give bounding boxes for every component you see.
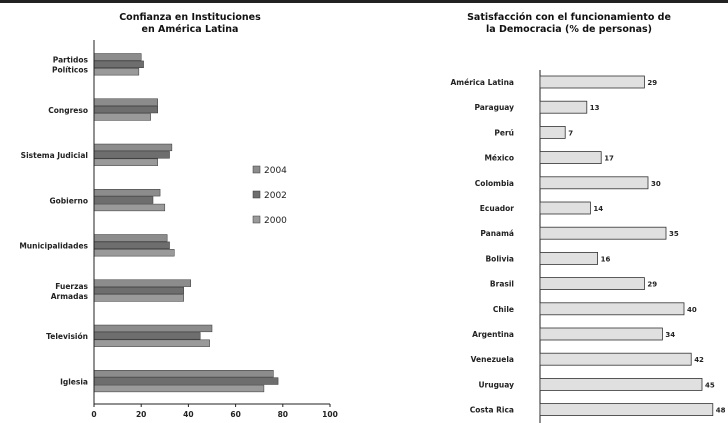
legend-label-2000: 2000	[264, 216, 287, 226]
x-tick-label-5: 100	[322, 410, 338, 419]
bar-2000-0	[93, 68, 140, 76]
bar-2000-4	[93, 249, 175, 257]
category-label-3: Gobierno	[49, 196, 88, 205]
bar-2	[539, 126, 566, 139]
legend-swatch-2002	[252, 190, 261, 199]
bar-2004-0	[93, 53, 142, 61]
bar-2004-1	[93, 98, 158, 106]
x-tick-label-2: 40	[183, 410, 193, 419]
bar-12	[539, 377, 703, 391]
bar-2004-3	[93, 189, 161, 197]
x-tick-label-3: 60	[230, 410, 240, 419]
bar-2000-7	[93, 384, 265, 393]
category-label-0: Partidos Políticos	[52, 56, 89, 75]
bar-2002-4	[93, 241, 170, 249]
institutions-bar-chart: Partidos Políticos Congreso Sistema Judicia…	[19, 40, 338, 419]
value-label-8: 29	[647, 281, 657, 289]
bar-2004-6	[93, 324, 213, 333]
x-tick-label-1: 20	[136, 410, 146, 419]
value-label-1: 13	[590, 104, 600, 112]
category-label-4: Colombia	[475, 179, 514, 188]
x-tick-label-0: 0	[91, 410, 96, 419]
value-label-10: 34	[665, 331, 675, 339]
bar-7	[539, 251, 598, 265]
value-label-5: 14	[593, 205, 603, 213]
category-label-5: Ecuador	[480, 204, 514, 213]
category-label-9: Chile	[493, 305, 514, 314]
category-label-8: Brasil	[490, 280, 514, 289]
category-label-12: Uruguay	[478, 380, 514, 389]
bar-2004-7	[93, 370, 274, 378]
category-label-13: Costa Rica	[470, 406, 514, 415]
value-label-11: 42	[694, 356, 704, 364]
value-label-7: 16	[601, 255, 611, 263]
left-chart-title: Confianza en Instituciones en América La…	[119, 12, 261, 35]
democracy-satisfaction-chart: 29 América Latina 13 Paraguay 7 Perú 17 México 3…	[451, 70, 726, 423]
category-label-2: Sistema Judicial	[21, 151, 88, 160]
legend-swatch-2004	[252, 165, 261, 174]
bar-9	[539, 302, 685, 316]
value-label-0: 29	[647, 79, 657, 87]
value-label-12: 45	[705, 381, 715, 389]
bar-6	[539, 226, 667, 240]
category-label-7: Bolivia	[485, 254, 514, 263]
legend-label-2002: 2002	[264, 191, 287, 201]
legend-swatch-2000	[252, 215, 261, 224]
bar-2002-0	[93, 60, 144, 68]
bar-10	[539, 327, 663, 341]
left-chart-panel: Confianza en Instituciones en América La…	[0, 0, 360, 423]
value-label-2: 7	[568, 129, 573, 137]
bar-2004-2	[93, 143, 173, 152]
bar-4	[539, 176, 649, 190]
category-label-6: Televisión	[46, 332, 88, 341]
right-chart-panel: Satisfacción con el funcionamiento de la…	[370, 0, 728, 423]
value-label-13: 48	[716, 407, 726, 415]
bar-2002-1	[93, 105, 158, 114]
category-label-6: Panamá	[480, 229, 514, 238]
legend-label-2004: 2004	[264, 166, 287, 176]
bar-2004-5	[93, 279, 192, 287]
right-chart-title: Satisfacción con el funcionamiento de la…	[467, 12, 671, 35]
value-label-6: 35	[669, 230, 679, 238]
bar-2002-3	[93, 196, 154, 204]
bar-2000-5	[93, 294, 184, 302]
bar-0	[539, 75, 645, 89]
category-label-10: Argentina	[472, 330, 514, 339]
bar-2000-1	[93, 113, 151, 121]
category-label-11: Venezuela	[471, 355, 514, 364]
bar-2002-5	[93, 286, 184, 295]
bar-11	[539, 352, 692, 366]
x-tick-label-4: 80	[278, 410, 288, 419]
category-label-1: Congreso	[48, 106, 88, 115]
bar-3	[539, 151, 602, 165]
value-label-9: 40	[687, 306, 697, 314]
category-label-3: México	[484, 154, 514, 163]
category-label-4: Municipalidades	[19, 242, 88, 251]
value-label-4: 30	[651, 180, 661, 188]
bar-2004-4	[93, 234, 168, 242]
category-label-0: América Latina	[451, 78, 515, 87]
category-label-5: Fuerzas Armadas	[51, 282, 89, 301]
bar-1	[539, 100, 588, 114]
category-label-7: Iglesia	[60, 377, 88, 386]
category-label-2: Perú	[494, 128, 514, 137]
bar-2000-6	[93, 339, 210, 347]
bar-2002-2	[93, 151, 170, 159]
bar-8	[539, 277, 645, 291]
bar-2002-6	[93, 332, 201, 340]
category-label-1: Paraguay	[474, 103, 514, 112]
value-label-3: 17	[604, 155, 614, 163]
bar-13	[539, 403, 714, 417]
bar-2000-2	[93, 158, 158, 166]
bar-2000-3	[93, 203, 166, 212]
top-rule	[0, 0, 728, 3]
bar-2002-7	[93, 377, 279, 385]
bar-5	[539, 201, 591, 215]
